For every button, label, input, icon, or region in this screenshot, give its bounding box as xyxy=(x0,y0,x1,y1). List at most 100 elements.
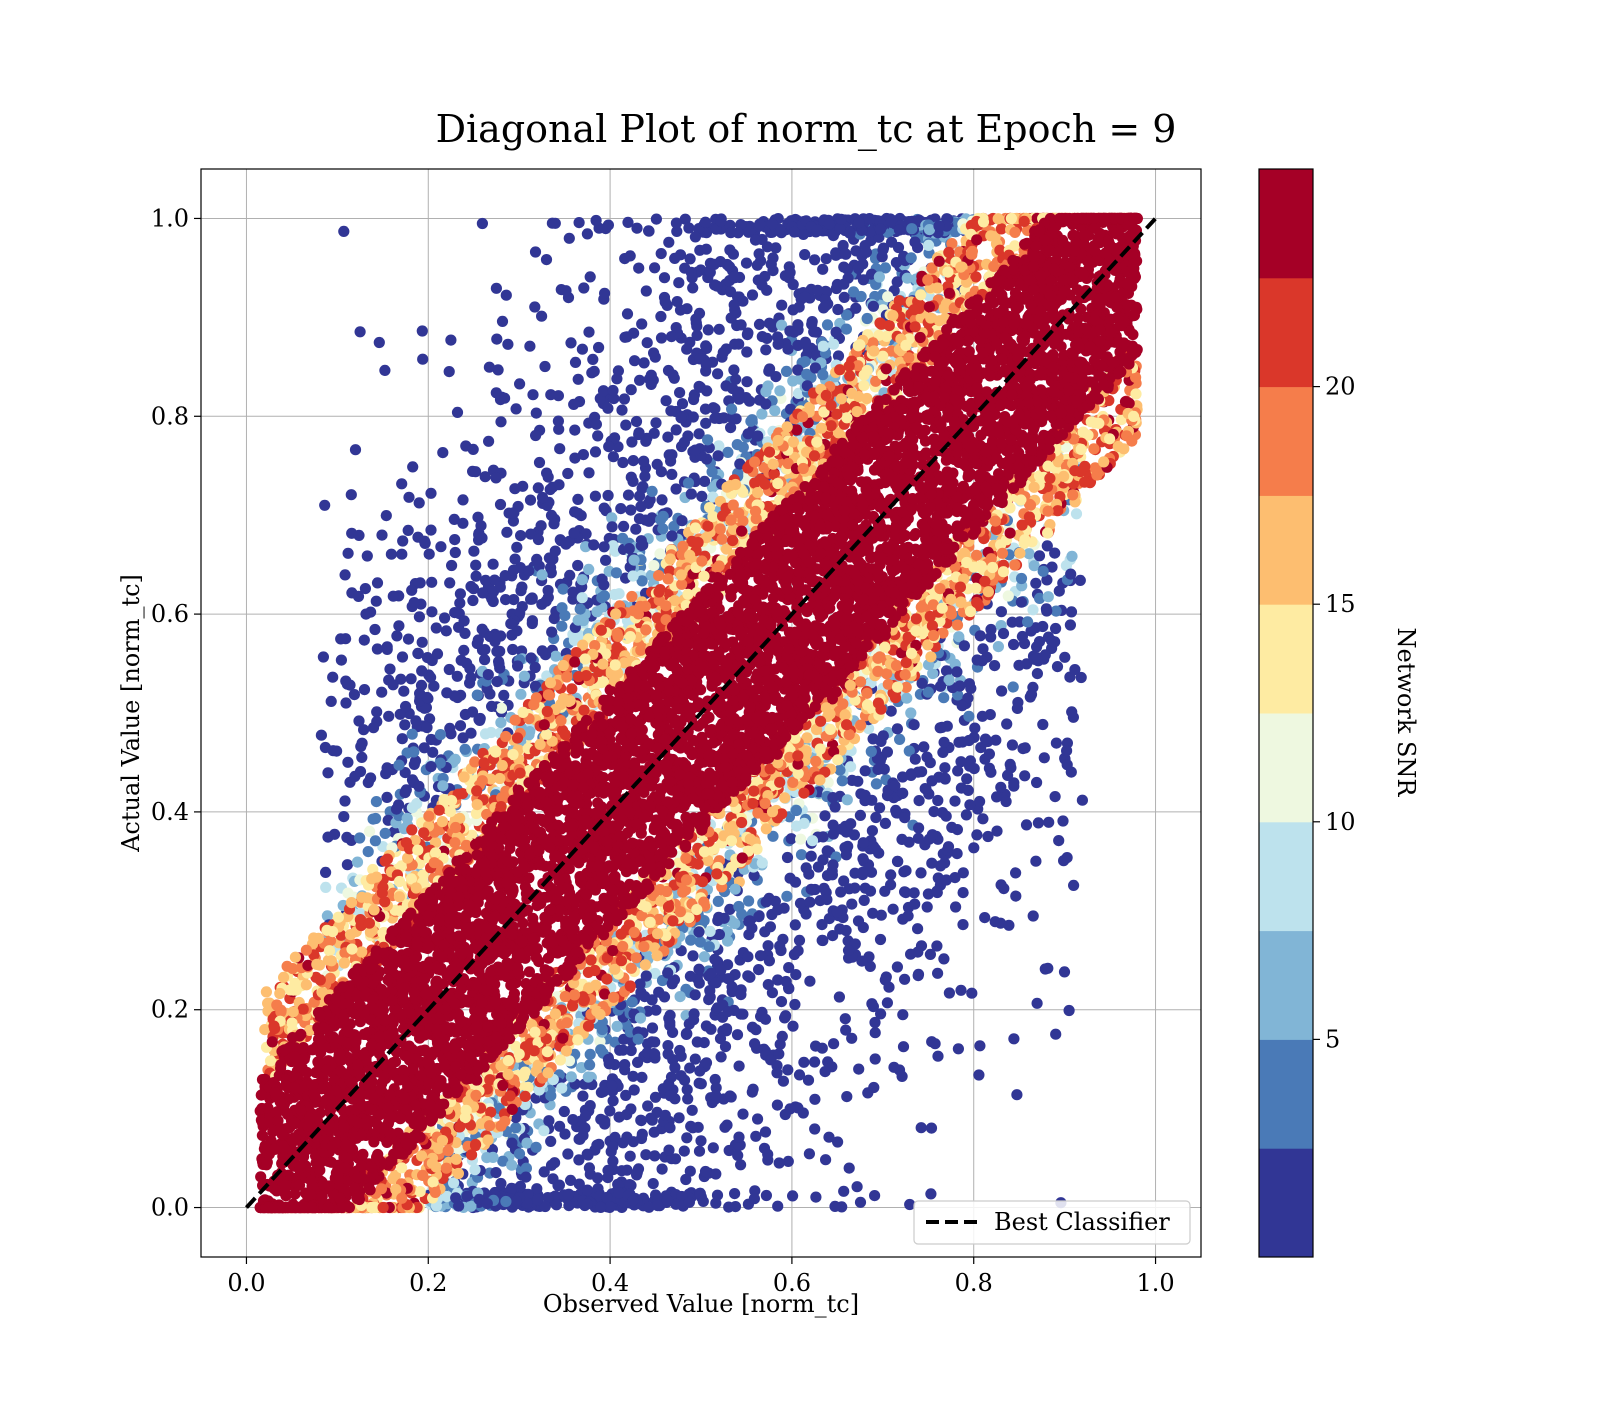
data-point xyxy=(464,663,475,674)
data-point xyxy=(515,530,526,541)
data-point xyxy=(688,394,699,405)
chart-title: Diagonal Plot of norm_tc at Epoch = 9 xyxy=(436,107,1177,152)
data-point xyxy=(841,1091,852,1102)
data-point xyxy=(963,785,974,796)
data-point xyxy=(957,736,968,747)
data-point xyxy=(951,666,962,677)
data-point xyxy=(705,926,716,937)
data-point xyxy=(915,867,926,878)
data-point xyxy=(622,217,633,228)
data-point xyxy=(841,849,852,860)
data-point xyxy=(397,733,408,744)
data-point xyxy=(656,494,667,505)
data-point xyxy=(672,296,683,307)
data-point xyxy=(679,437,690,448)
data-point xyxy=(417,325,428,336)
data-point xyxy=(671,483,682,494)
data-point xyxy=(666,469,677,480)
data-point xyxy=(726,981,737,992)
data-point xyxy=(357,738,368,749)
data-point xyxy=(763,366,774,377)
data-point xyxy=(857,867,868,878)
data-point xyxy=(701,359,712,370)
data-point xyxy=(583,327,594,338)
data-point xyxy=(619,393,630,404)
data-point xyxy=(648,560,659,571)
data-point xyxy=(338,811,349,822)
data-point xyxy=(850,303,861,314)
data-point xyxy=(712,368,723,379)
data-point xyxy=(756,280,767,291)
data-point xyxy=(996,685,1007,696)
data-point xyxy=(651,214,662,225)
data-point xyxy=(634,513,645,524)
data-point xyxy=(734,1061,745,1072)
data-point xyxy=(1030,856,1041,867)
data-point xyxy=(698,1196,709,1207)
data-point xyxy=(514,378,525,389)
data-point xyxy=(676,412,687,423)
data-point xyxy=(477,218,488,229)
data-point xyxy=(1032,668,1043,679)
data-point xyxy=(1028,910,1039,921)
data-point xyxy=(666,331,677,342)
data-point xyxy=(687,1122,698,1133)
data-point xyxy=(820,1066,831,1077)
data-point xyxy=(741,346,752,357)
data-point xyxy=(804,976,815,987)
data-point xyxy=(867,825,878,836)
data-point xyxy=(597,1024,608,1035)
data-point xyxy=(732,1029,743,1040)
data-point xyxy=(912,923,923,934)
data-point xyxy=(715,965,726,976)
data-point xyxy=(694,1146,705,1157)
data-point xyxy=(862,1087,873,1098)
data-point xyxy=(710,1198,721,1209)
data-point xyxy=(507,508,518,519)
data-point xyxy=(660,296,671,307)
data-point xyxy=(1031,777,1042,788)
data-point xyxy=(498,690,509,701)
data-point xyxy=(870,812,881,823)
data-point xyxy=(886,237,897,248)
data-point xyxy=(682,1084,693,1095)
data-point xyxy=(669,373,680,384)
data-point xyxy=(437,780,448,791)
data-point xyxy=(838,1186,849,1197)
data-point xyxy=(785,1103,796,1114)
data-point xyxy=(754,248,765,259)
data-point xyxy=(501,290,512,301)
data-point xyxy=(459,615,470,626)
data-point xyxy=(905,707,916,718)
data-point xyxy=(495,582,506,593)
data-point xyxy=(605,1201,616,1212)
data-point xyxy=(496,703,507,714)
data-point xyxy=(750,1131,761,1142)
data-point xyxy=(775,945,786,956)
data-point xyxy=(648,1178,659,1189)
data-point xyxy=(888,1062,899,1073)
data-point xyxy=(1008,681,1019,692)
data-point xyxy=(506,630,517,641)
data-point xyxy=(666,1072,677,1083)
data-point xyxy=(753,964,764,975)
data-point xyxy=(841,925,852,936)
data-point xyxy=(828,339,839,350)
data-point xyxy=(654,548,665,559)
data-point xyxy=(472,690,483,701)
data-point xyxy=(407,729,418,740)
data-point xyxy=(649,1049,660,1060)
data-point xyxy=(989,660,1000,671)
data-point xyxy=(587,354,598,365)
data-point xyxy=(583,1149,594,1160)
data-point xyxy=(553,424,564,435)
data-point xyxy=(787,1021,798,1032)
data-point xyxy=(677,398,688,409)
data-point xyxy=(495,1178,506,1189)
data-point xyxy=(810,1192,821,1203)
data-point xyxy=(958,887,969,898)
data-point xyxy=(541,254,552,265)
data-point xyxy=(772,1201,783,1212)
data-point xyxy=(977,813,988,824)
data-point xyxy=(667,978,678,989)
